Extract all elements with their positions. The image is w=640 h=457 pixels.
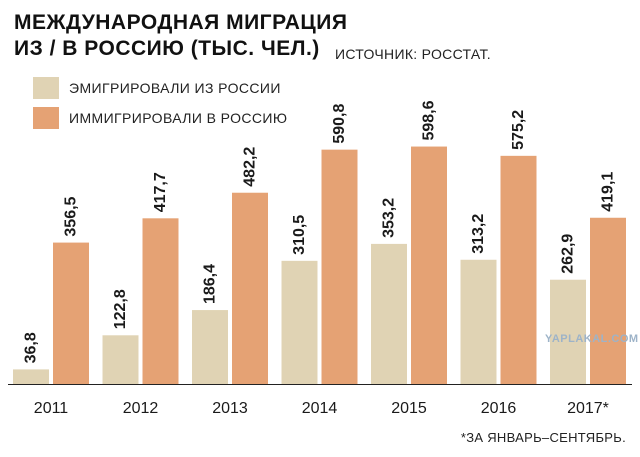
data-label-immigrated: 482,2 xyxy=(242,147,259,187)
chart-title-line-2: ИЗ / В РОССИЮ (ТЫС. ЧЕЛ.) xyxy=(14,37,320,60)
data-label-immigrated: 419,1 xyxy=(600,172,617,212)
bar-immigrated xyxy=(500,155,537,384)
data-label-immigrated: 356,5 xyxy=(63,196,80,236)
legend-swatch-immigrated xyxy=(33,107,59,129)
bar-emigrated xyxy=(192,310,228,384)
data-label-emigrated: 353,2 xyxy=(381,198,398,238)
x-tick-label: 2016 xyxy=(481,400,517,417)
data-label-emigrated: 313,2 xyxy=(470,214,487,254)
legend-item-emigrated: ЭМИГРИРОВАЛИ ИЗ РОССИИ xyxy=(33,77,287,99)
bar-immigrated xyxy=(411,146,447,384)
legend: ЭМИГРИРОВАЛИ ИЗ РОССИИ ИММИГРИРОВАЛИ В Р… xyxy=(33,77,287,137)
bar-immigrated xyxy=(590,217,626,384)
bar-immigrated xyxy=(53,242,89,384)
bar-immigrated xyxy=(321,149,358,384)
chart-title-line-1: МЕЖДУНАРОДНАЯ МИГРАЦИЯ xyxy=(14,11,348,34)
chart-title: МЕЖДУНАРОДНАЯ МИГРАЦИЯ ИЗ / В РОССИЮ (ТЫ… xyxy=(14,10,347,62)
data-label-immigrated: 590,8 xyxy=(331,104,348,144)
bar-emigrated xyxy=(371,243,407,384)
data-label-emigrated: 310,5 xyxy=(291,215,308,255)
x-tick-label: 2013 xyxy=(212,400,248,417)
bar-emigrated xyxy=(550,279,586,384)
source-note: ИСТОЧНИК: РОССТАТ. xyxy=(335,46,491,62)
legend-label-immigrated: ИММИГРИРОВАЛИ В РОССИЮ xyxy=(69,110,288,126)
bar-emigrated xyxy=(102,335,139,384)
bar-emigrated xyxy=(13,369,49,384)
legend-swatch-emigrated xyxy=(33,77,59,99)
x-tick-label: 2011 xyxy=(34,400,69,417)
x-tick-label: 2015 xyxy=(391,400,427,417)
legend-item-immigrated: ИММИГРИРОВАЛИ В РОССИЮ xyxy=(33,107,287,129)
bar-immigrated xyxy=(142,218,179,384)
data-label-emigrated: 36,8 xyxy=(23,332,40,363)
data-label-emigrated: 122,8 xyxy=(112,289,129,329)
data-label-immigrated: 575,2 xyxy=(510,110,527,150)
data-label-immigrated: 598,6 xyxy=(421,100,438,140)
legend-label-emigrated: ЭМИГРИРОВАЛИ ИЗ РОССИИ xyxy=(69,80,281,96)
footnote: *ЗА ЯНВАРЬ–СЕНТЯБРЬ. xyxy=(460,430,626,445)
bar-immigrated xyxy=(232,192,268,384)
x-tick-label: 2014 xyxy=(302,400,338,417)
watermark: YAPLAKAL.COM xyxy=(545,333,639,345)
x-tick-label: 2017* xyxy=(567,400,609,417)
data-label-emigrated: 262,9 xyxy=(560,234,577,274)
data-label-emigrated: 186,4 xyxy=(202,264,219,304)
x-tick-label: 2012 xyxy=(123,400,159,417)
bar-emigrated xyxy=(281,260,318,384)
data-label-immigrated: 417,7 xyxy=(152,172,169,212)
bar-emigrated xyxy=(460,259,497,384)
